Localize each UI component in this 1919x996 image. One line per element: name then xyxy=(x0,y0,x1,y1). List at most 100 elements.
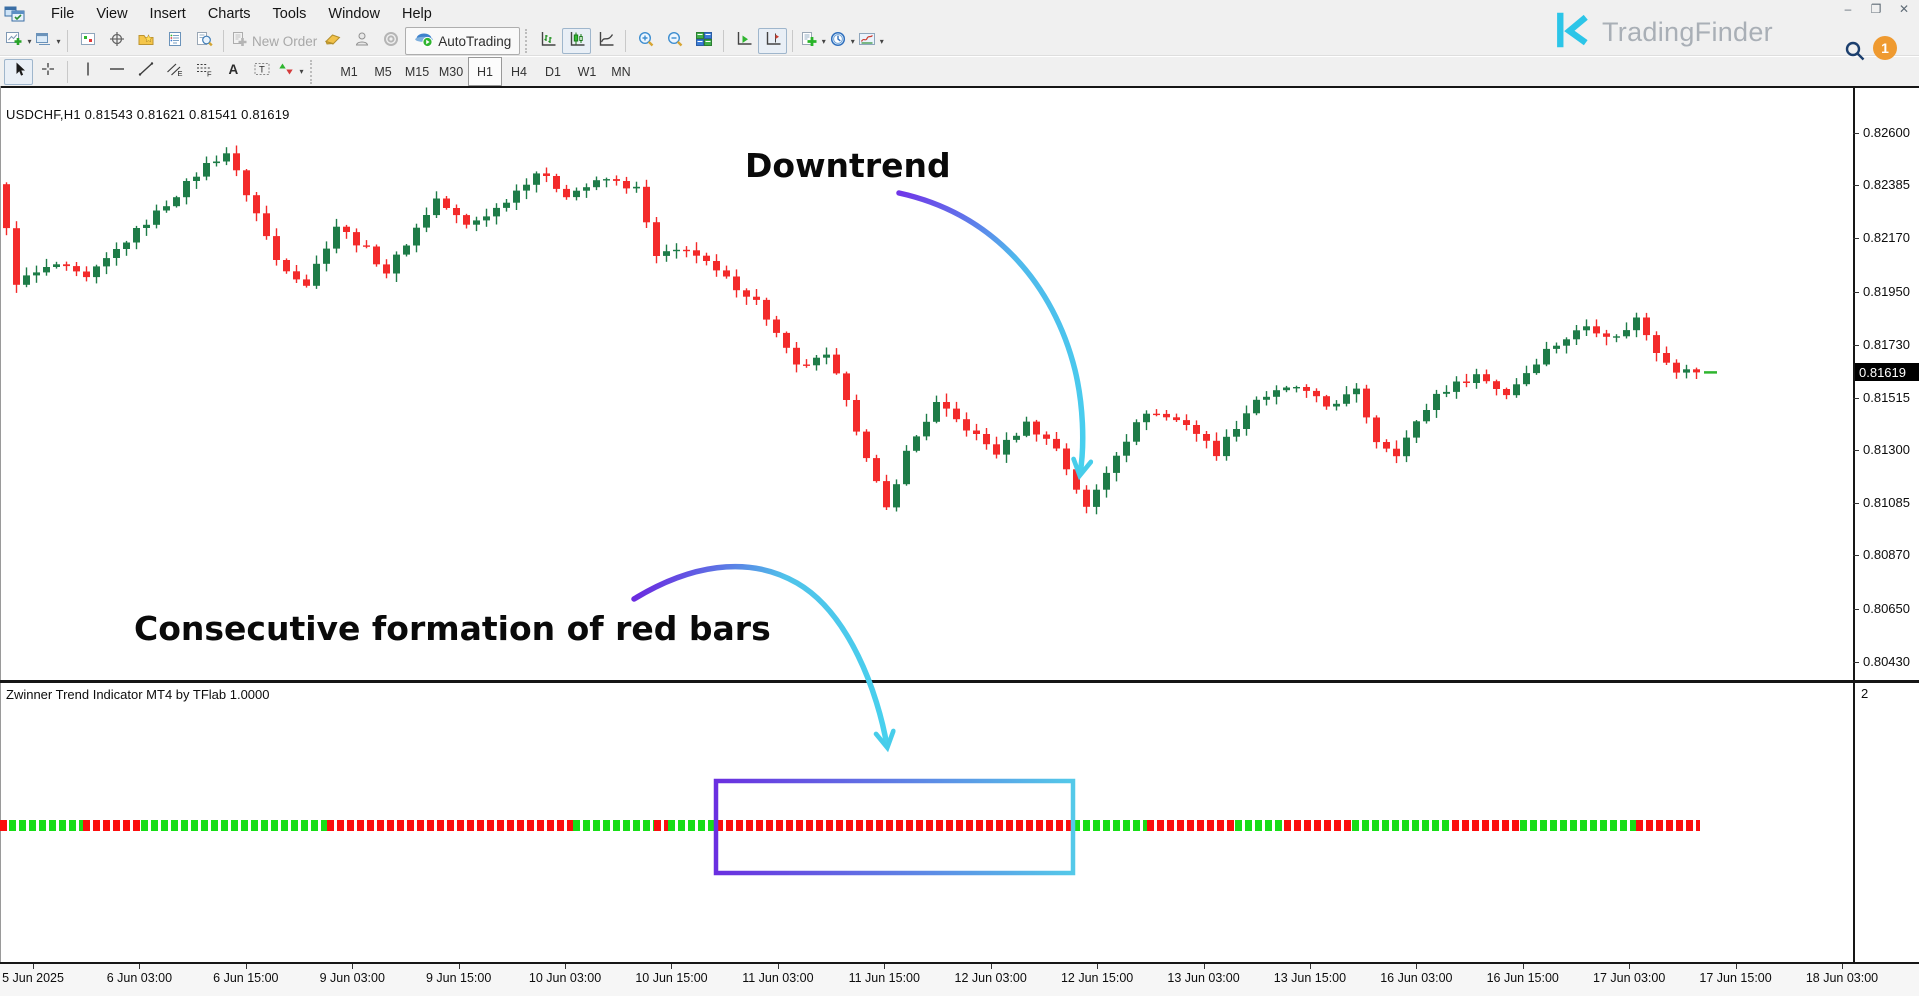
bars-chart-button[interactable] xyxy=(533,28,562,54)
dropdown-arrow-icon[interactable]: ▾ xyxy=(821,36,826,46)
time-axis[interactable]: 5 Jun 2025 6 Jun 03:00 6 Jun 15:00 9 Jun 03… xyxy=(0,964,1919,996)
menu-file[interactable]: File xyxy=(51,5,75,22)
candle-bearish xyxy=(363,245,370,247)
timeframe-m15[interactable]: M15 xyxy=(404,64,430,79)
candle-bullish xyxy=(153,210,160,225)
crosshair-plus-button[interactable] xyxy=(33,59,62,85)
tester-search-button[interactable] xyxy=(189,28,218,54)
candle-bearish xyxy=(263,213,270,237)
candle-bullish xyxy=(663,251,670,256)
crosshair-target-button[interactable] xyxy=(102,28,131,54)
toolbar-separator xyxy=(67,30,68,52)
candle-bullish xyxy=(903,450,910,485)
timeframe-h4[interactable]: H4 xyxy=(511,64,527,79)
vertical-line-button[interactable] xyxy=(73,59,102,85)
candle-bullish xyxy=(423,215,430,228)
notification-badge[interactable]: 1 xyxy=(1873,36,1897,60)
text-label-button[interactable]: T xyxy=(247,59,276,85)
candle-bullish xyxy=(1553,345,1560,349)
close-button[interactable]: ✕ xyxy=(1898,2,1910,16)
toolbar-separator xyxy=(67,60,68,83)
navigator-star-button[interactable] xyxy=(131,28,160,54)
metaeditor-tag-icon xyxy=(324,31,342,52)
signal-segment-red xyxy=(0,820,9,831)
target-circles-button[interactable] xyxy=(376,28,405,54)
time-axis-tick xyxy=(1203,964,1205,969)
timeframe-w1[interactable]: W1 xyxy=(577,64,597,79)
signal-segment-red xyxy=(1452,820,1520,831)
arrows-shapes-button[interactable]: ▾ xyxy=(276,59,305,85)
cursor-arrow-button[interactable] xyxy=(4,58,33,85)
menu-tools[interactable]: Tools xyxy=(272,5,307,22)
expert-person-button[interactable] xyxy=(347,28,376,54)
time-axis-tick xyxy=(245,964,247,969)
menu-charts[interactable]: Charts xyxy=(207,5,251,22)
candle-bullish xyxy=(183,181,190,198)
candles-chart-icon xyxy=(568,31,586,52)
menu-help[interactable]: Help xyxy=(401,5,432,22)
new-order-label: New Order xyxy=(252,33,318,49)
candle-bearish xyxy=(13,228,20,285)
candle-bearish xyxy=(1073,469,1080,490)
candle-bearish xyxy=(753,296,760,300)
candle-bullish xyxy=(203,163,210,177)
candles-chart-button[interactable] xyxy=(562,28,592,54)
candle-bullish xyxy=(1513,384,1520,396)
candle-bullish xyxy=(173,197,180,207)
menu-insert[interactable]: Insert xyxy=(149,5,186,22)
dropdown-arrow-icon[interactable]: ▾ xyxy=(299,67,304,76)
chart-shift-button[interactable] xyxy=(758,28,788,54)
timeframe-mn[interactable]: MN xyxy=(611,64,631,79)
timeframe-m30[interactable]: M30 xyxy=(438,64,464,79)
candle-bearish xyxy=(1493,381,1500,389)
menu-bar: File View Insert Charts Tools Window Help xyxy=(40,2,443,26)
terminal-list-button[interactable] xyxy=(160,28,189,54)
search-icon[interactable] xyxy=(1844,40,1866,67)
horizontal-line-icon xyxy=(108,61,126,82)
svg-text:A: A xyxy=(228,62,238,77)
templates-chart-button[interactable]: ▾ xyxy=(856,28,885,54)
signal-segment-red xyxy=(1636,820,1700,831)
zoom-out-button[interactable] xyxy=(660,28,689,54)
maximize-button[interactable]: ❐ xyxy=(1870,2,1882,16)
auto-scroll-button[interactable] xyxy=(729,28,758,54)
timeframe-h1[interactable]: H1 xyxy=(468,57,502,86)
menu-view[interactable]: View xyxy=(96,5,128,22)
candle-bullish xyxy=(1473,374,1480,383)
add-indicator-button[interactable]: ▾ xyxy=(798,28,827,54)
signal-segment-red xyxy=(83,820,141,831)
timeframe-m5[interactable]: M5 xyxy=(374,64,392,79)
candle-bearish xyxy=(383,264,390,274)
candle-bearish xyxy=(1503,389,1510,396)
market-tile-button[interactable] xyxy=(73,28,102,54)
autotrading-button[interactable]: AutoTrading xyxy=(405,27,521,55)
timeframe-m1[interactable]: M1 xyxy=(340,64,358,79)
trend-line-button[interactable] xyxy=(131,59,160,85)
horizontal-line-button[interactable] xyxy=(102,59,131,85)
dropdown-arrow-icon[interactable]: ▾ xyxy=(850,36,855,46)
periods-clock-icon xyxy=(829,31,847,52)
new-order-button[interactable]: New Order xyxy=(229,28,318,54)
candle-bearish xyxy=(1303,387,1310,391)
autotrading-label: AutoTrading xyxy=(438,33,512,49)
candle-bullish xyxy=(573,190,580,198)
pane-divider[interactable] xyxy=(0,680,1919,683)
periods-clock-button[interactable]: ▾ xyxy=(827,28,856,54)
equidistant-channel-button[interactable]: E xyxy=(160,59,189,85)
text-a-button[interactable]: A xyxy=(218,59,247,85)
candle-bearish xyxy=(1063,448,1070,470)
zoom-in-button[interactable] xyxy=(631,28,660,54)
timeframe-d1[interactable]: D1 xyxy=(545,64,561,79)
candle-bullish xyxy=(1093,489,1100,507)
new-chart-button[interactable]: ▾ xyxy=(4,28,33,54)
menu-window[interactable]: Window xyxy=(328,5,380,22)
dropdown-arrow-icon[interactable]: ▾ xyxy=(27,36,32,46)
dropdown-arrow-icon[interactable]: ▾ xyxy=(879,36,884,46)
line-chart-button[interactable] xyxy=(591,28,620,54)
tile-windows-button[interactable] xyxy=(689,28,718,54)
profiles-button[interactable]: ▾ xyxy=(33,28,62,54)
minimize-button[interactable]: – xyxy=(1844,2,1852,16)
fibonacci-button[interactable]: F xyxy=(189,59,218,85)
metaeditor-tag-button[interactable] xyxy=(318,28,347,54)
dropdown-arrow-icon[interactable]: ▾ xyxy=(56,36,61,46)
